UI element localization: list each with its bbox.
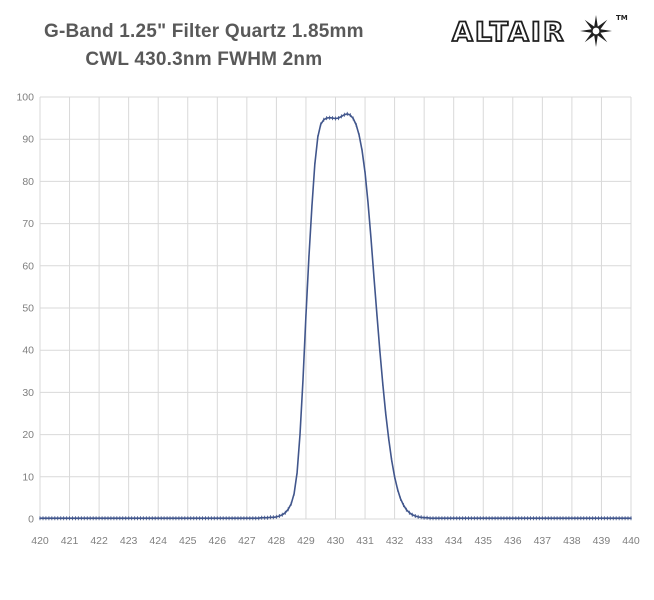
x-tick-label: 438: [563, 535, 581, 547]
y-tick-label: 40: [22, 345, 34, 357]
x-tick-label: 429: [297, 535, 315, 547]
chart-title: G-Band 1.25" Filter Quartz 1.85mm CWL 43…: [44, 18, 364, 74]
y-tick-label: 100: [16, 92, 34, 104]
x-tick-label: 427: [238, 535, 256, 547]
x-tick-label: 439: [593, 535, 611, 547]
x-tick-label: 425: [179, 535, 197, 547]
y-tick-label: 70: [22, 218, 34, 230]
y-tick-label: 50: [22, 303, 34, 315]
x-tick-label: 421: [61, 535, 79, 547]
x-tick-label: 424: [149, 535, 167, 547]
x-tick-label: 428: [268, 535, 286, 547]
y-tick-label: 0: [28, 514, 34, 526]
chart-title-line1: G-Band 1.25" Filter Quartz 1.85mm: [44, 21, 364, 42]
x-tick-label: 434: [445, 535, 463, 547]
y-tick-label: 90: [22, 134, 34, 146]
x-tick-label: 430: [327, 535, 345, 547]
x-tick-label: 432: [386, 535, 404, 547]
y-tick-label: 60: [22, 260, 34, 272]
x-tick-label: 431: [356, 535, 374, 547]
transmission-curve: [39, 113, 632, 520]
x-tick-label: 426: [209, 535, 227, 547]
star-burst-icon: [580, 15, 612, 47]
altair-logo-svg: ALTAIR TM: [451, 14, 628, 49]
x-tick-label: 433: [415, 535, 433, 547]
x-tick-label: 422: [90, 535, 108, 547]
trademark-symbol: TM: [616, 14, 628, 22]
y-tick-label: 30: [22, 387, 34, 399]
altair-logo: ALTAIR TM: [450, 8, 628, 59]
x-tick-label: 435: [474, 535, 492, 547]
x-tick-label: 440: [622, 535, 640, 547]
altair-logo-text: ALTAIR: [452, 17, 566, 48]
y-tick-label: 80: [22, 176, 34, 188]
y-tick-label: 20: [22, 429, 34, 441]
chart-title-line2: CWL 430.3nm FWHM 2nm: [85, 49, 323, 70]
x-tick-label: 423: [120, 535, 138, 547]
x-tick-label: 437: [534, 535, 552, 547]
x-tick-label: 436: [504, 535, 522, 547]
y-tick-label: 10: [22, 471, 34, 483]
x-tick-label: 420: [31, 535, 49, 547]
